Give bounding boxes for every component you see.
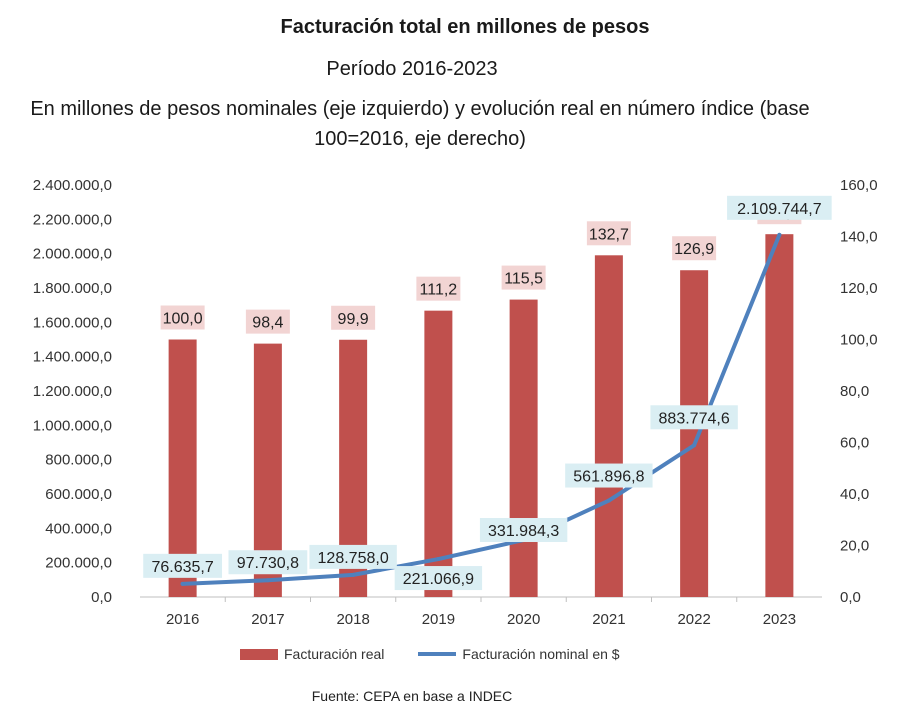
bar [680,270,709,597]
left-axis-tick-label: 1.200.000,0 [33,383,112,400]
x-axis-tick-label: 2018 [336,611,369,628]
right-axis-tick-label: 100,0 [840,332,878,349]
right-axis-tick-label: 0,0 [840,589,861,606]
bar [424,310,453,597]
left-axis-tick-label: 200.000,0 [45,555,112,572]
x-axis-tick-label: 2023 [763,611,796,628]
left-axis-tick-label: 600.000,0 [45,486,112,503]
left-axis-tick-label: 2.400.000,0 [33,177,112,194]
legend-label-bar: Facturación real [284,646,385,662]
bar-label-box [416,276,461,301]
left-axis-tick-label: 1.800.000,0 [33,280,112,297]
x-axis-tick-label: 2017 [251,611,284,628]
bar-label-box [586,221,631,246]
x-axis-tick-label: 2021 [592,611,625,628]
line-point [606,498,611,503]
left-axis-tick-label: 1.600.000,0 [33,314,112,331]
legend-item-line: Facturación nominal en $ [418,646,620,662]
x-axis-tick-label: 2016 [166,611,199,628]
chart-legend: Facturación real Facturación nominal en … [240,646,654,662]
line-label-box [143,553,223,578]
line-point [692,443,697,448]
bar-label-box [245,309,290,334]
bar-data-label: 99,9 [338,311,369,328]
chart-description: En millones de pesos nominales (eje izqu… [30,98,810,150]
line-point [436,557,441,562]
bar-label-box [160,305,205,330]
chart-source: Fuente: CEPA en base a INDEC [311,688,513,704]
line-point [265,578,270,583]
line-series [180,232,782,586]
line-data-label: 97.730,8 [237,555,299,572]
line-label-box [565,463,653,488]
line-point [351,572,356,577]
legend-swatch-line [418,652,457,656]
right-axis-tick-label: 40,0 [840,486,869,503]
chart-title: Facturación total en millones de pesos [280,16,650,38]
bar [765,234,794,597]
line-data-label: 128.758,0 [318,550,389,567]
x-axis-tick-label: 2019 [422,611,455,628]
right-axis-tick-label: 120,0 [840,280,878,297]
left-axis-tick-label: 2.000.000,0 [33,246,112,263]
x-axis-tick-label: 2020 [507,611,540,628]
line-data-label: 221.066,9 [403,571,474,588]
line-data-label: 2.109.744,7 [737,201,822,218]
chart-subtitle: Período 2016-2023 [326,58,498,80]
left-axis-tick-label: 2.200.000,0 [33,211,112,228]
line-data-label: 561.896,8 [573,469,644,486]
right-axis-tick-label: 160,0 [840,177,878,194]
bar [594,255,623,598]
bar-data-label: 111,2 [420,282,458,299]
bar-data-label: 126,9 [674,241,714,258]
bar-label-box [672,236,717,261]
legend-label-line: Facturación nominal en $ [462,646,620,662]
line-point [777,232,782,237]
line-data-label: 883.774,6 [659,410,730,427]
bar-label-box [331,305,376,330]
left-axis-tick-label: 0,0 [91,589,112,606]
right-axis-tick-label: 80,0 [840,383,869,400]
left-axis-tick-label: 800.000,0 [45,452,112,469]
line-label-box [650,405,738,430]
bar-label-box [501,265,546,290]
legend-item-bar: Facturación real [240,646,384,662]
bar-data-label: 98,4 [252,315,283,332]
line-label-box [394,566,483,591]
line-label-box [228,550,308,575]
line-label-box [727,195,832,220]
line-label-box [479,518,568,543]
left-axis-tick-label: 400.000,0 [45,520,112,537]
bar-data-label: 100,0 [163,311,203,328]
bar-data-label: 115,5 [504,271,543,288]
x-axis-tick-label: 2022 [677,611,710,628]
right-axis-tick-label: 60,0 [840,435,869,452]
right-axis-tick-label: 20,0 [840,538,869,555]
right-axis-tick-label: 140,0 [840,229,878,246]
line-data-label: 331.984,3 [488,523,559,540]
bar-data-label: 132,7 [589,226,629,243]
line-data-label: 76.635,7 [151,559,213,576]
bar [509,299,538,597]
line-label-box [309,544,397,569]
line-point [180,581,185,586]
left-axis-tick-label: 1.400.000,0 [33,349,112,366]
left-axis-tick-label: 1.000.000,0 [33,417,112,434]
legend-swatch-bar [240,648,278,660]
